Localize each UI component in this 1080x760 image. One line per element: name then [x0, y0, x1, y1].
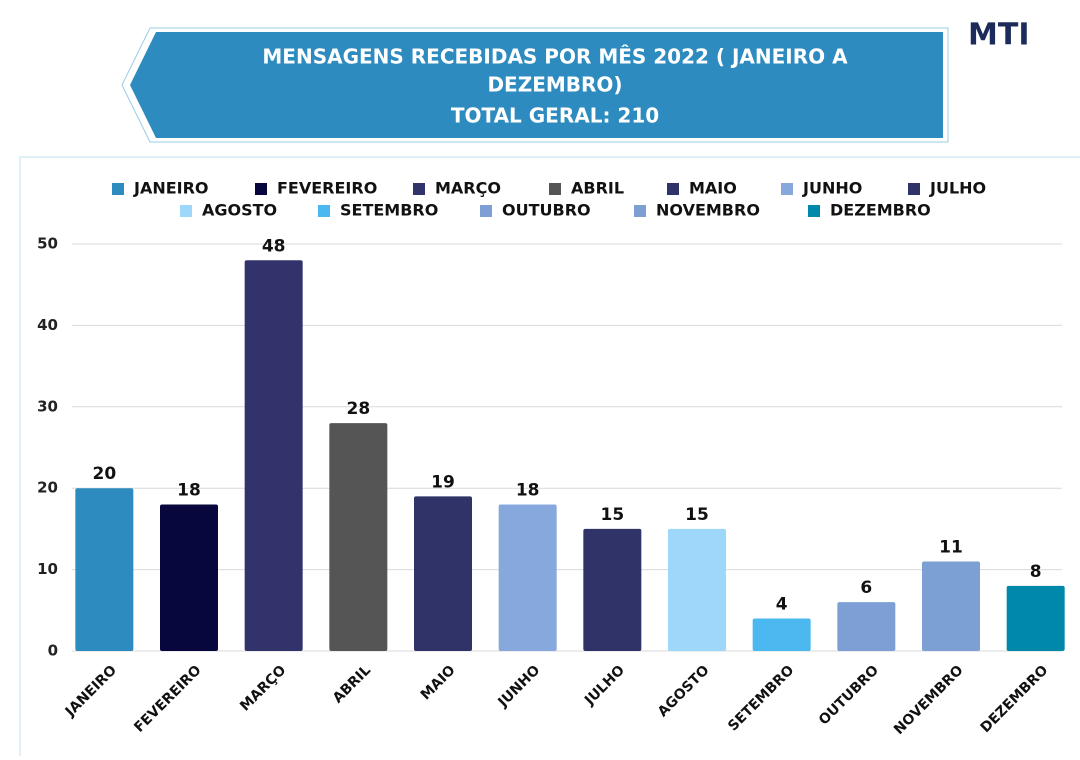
- legend-swatch: [667, 183, 679, 195]
- bar: [668, 528, 726, 651]
- legend-swatch: [634, 205, 646, 217]
- legend-label: AGOSTO: [202, 201, 277, 220]
- bar: [329, 423, 388, 651]
- y-tick-label: 50: [37, 235, 58, 253]
- data-label: 19: [431, 472, 455, 492]
- y-tick-label: 30: [37, 397, 58, 415]
- y-tick-label: 20: [37, 479, 58, 497]
- chart-subtitle: TOTAL GERAL: 210: [451, 104, 659, 128]
- bar: [160, 504, 218, 651]
- legend-label: FEVEREIRO: [277, 179, 377, 198]
- legend-label: DEZEMBRO: [830, 201, 931, 220]
- legend-swatch: [112, 183, 124, 195]
- bar: [922, 561, 980, 651]
- legend-swatch: [413, 183, 425, 195]
- bar: [1006, 585, 1065, 651]
- legend-label: JULHO: [929, 179, 986, 198]
- y-tick-label: 10: [37, 560, 58, 578]
- data-label: 20: [92, 464, 116, 484]
- bar: [244, 260, 303, 651]
- legend-label: NOVEMBRO: [656, 201, 760, 220]
- bar: [75, 488, 134, 651]
- chart-title: MENSAGENS RECEBIDAS POR MÊS 2022 ( JANEI…: [262, 45, 848, 69]
- data-label: 15: [600, 505, 624, 525]
- y-tick-label: 0: [48, 642, 58, 660]
- logo: MTI: [968, 18, 1029, 53]
- data-label: 18: [516, 480, 540, 500]
- bar: [498, 504, 557, 651]
- data-label: 8: [1030, 562, 1042, 582]
- data-label: 6: [860, 578, 872, 598]
- legend-label: JANEIRO: [133, 179, 209, 198]
- legend-swatch: [808, 205, 820, 217]
- legend-swatch: [549, 183, 561, 195]
- y-tick-label: 40: [37, 316, 58, 334]
- data-label: 11: [939, 537, 963, 557]
- banner: [130, 32, 943, 138]
- data-label: 18: [177, 480, 201, 500]
- data-label: 15: [685, 505, 709, 525]
- legend-label: MARÇO: [435, 179, 501, 198]
- legend-label: SETEMBRO: [340, 201, 438, 220]
- legend-swatch: [255, 183, 267, 195]
- bar: [583, 528, 642, 651]
- data-label: 4: [776, 594, 788, 614]
- bar: [837, 602, 896, 651]
- legend-label: MAIO: [689, 179, 737, 198]
- data-label: 48: [262, 236, 286, 256]
- bar: [752, 618, 811, 651]
- legend-label: OUTUBRO: [502, 201, 591, 220]
- bar: [414, 496, 472, 651]
- legend-swatch: [908, 183, 920, 195]
- legend-swatch: [781, 183, 793, 195]
- legend-swatch: [180, 205, 192, 217]
- data-label: 28: [346, 399, 370, 419]
- legend-swatch: [318, 205, 330, 217]
- plot-frame: [19, 156, 1080, 760]
- legend-label: ABRIL: [571, 179, 624, 198]
- legend-label: JUNHO: [802, 179, 862, 198]
- chart-title: DEZEMBRO): [487, 73, 622, 97]
- legend-swatch: [480, 205, 492, 217]
